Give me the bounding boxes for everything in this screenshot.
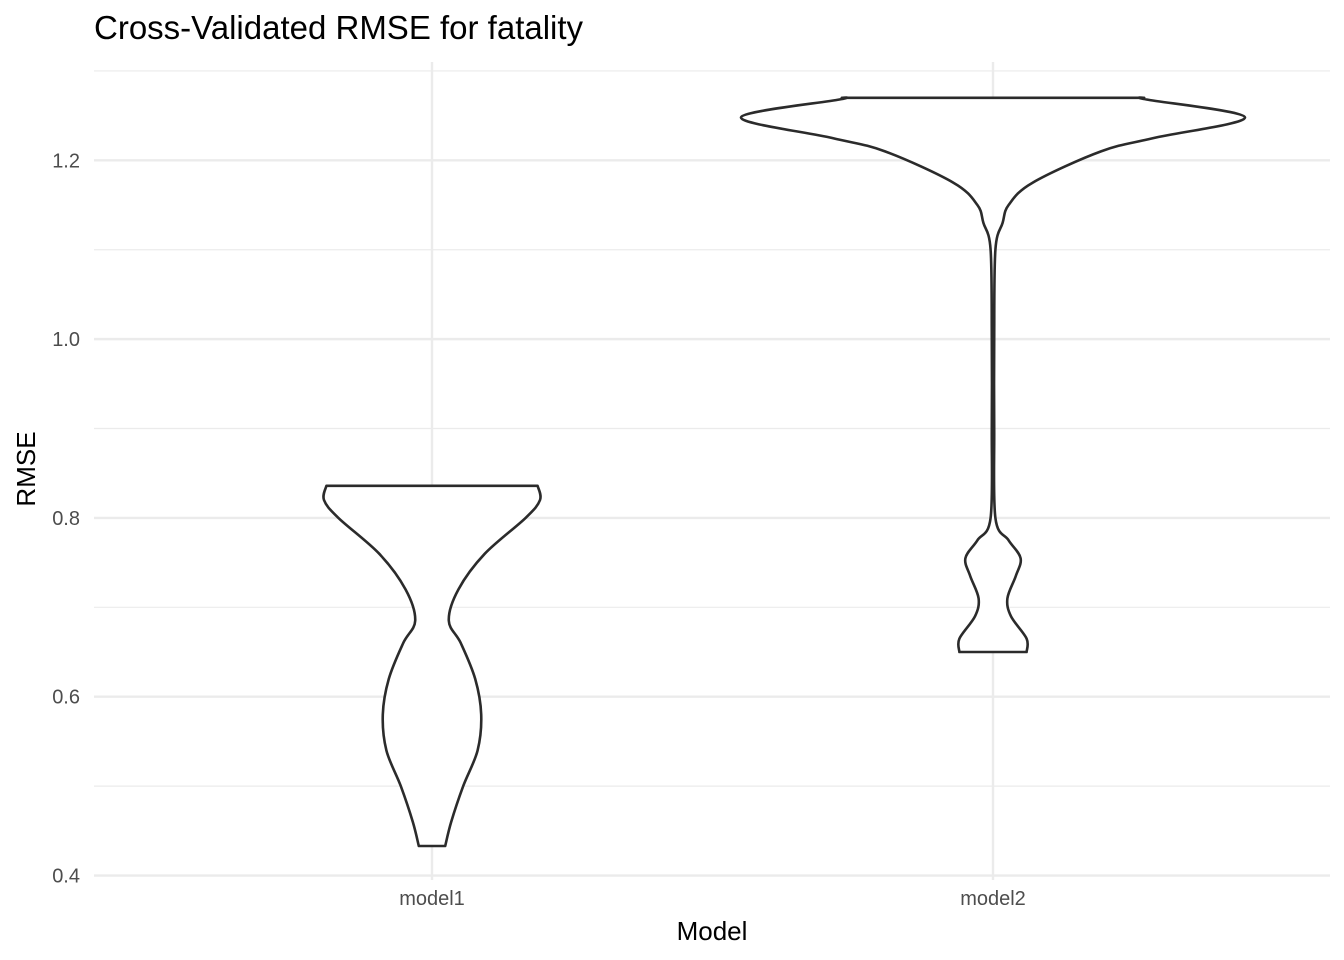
minor-gridlines	[94, 70, 1330, 787]
y-tick-label-1: 0.6	[52, 687, 80, 709]
y-tick-label-3: 1.0	[52, 329, 80, 351]
violin-model2	[739, 96, 1247, 654]
x-axis-ticks: model1 model2	[399, 888, 1026, 910]
chart-title: Cross-Validated RMSE for fatality	[94, 9, 584, 46]
violin-model1	[322, 484, 542, 848]
x-tick-label-model2: model2	[960, 888, 1026, 910]
major-gridlines	[94, 62, 1330, 880]
y-tick-label-0: 0.4	[52, 866, 80, 888]
y-axis-ticks: 0.4 0.6 0.8 1.0 1.2	[52, 150, 80, 887]
x-axis-title: Model	[677, 916, 748, 946]
violins	[322, 96, 1247, 848]
y-axis-title: RMSE	[11, 431, 41, 506]
y-tick-label-2: 0.8	[52, 508, 80, 530]
y-tick-label-4: 1.2	[52, 150, 80, 172]
x-tick-label-model1: model1	[399, 888, 465, 910]
